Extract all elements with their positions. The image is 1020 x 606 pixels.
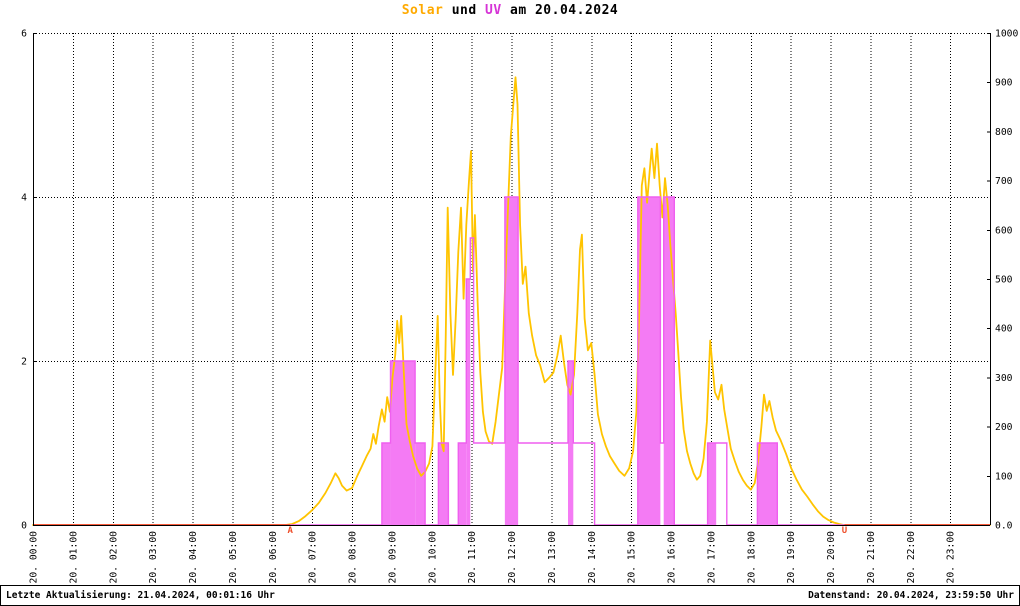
svg-text:20. 03:00: 20. 03:00 [148,531,159,584]
status-bar: Letzte Aktualisierung: 21.04.2024, 00:01… [0,585,1020,606]
svg-text:20. 12:00: 20. 12:00 [507,531,518,584]
svg-text:20. 11:00: 20. 11:00 [467,531,478,584]
title-und: und [443,3,486,18]
svg-text:1000: 1000 [995,29,1018,40]
svg-text:900: 900 [995,78,1013,89]
title-solar: Solar [401,3,444,18]
svg-text:20. 09:00: 20. 09:00 [387,531,398,584]
svg-text:20. 20:00: 20. 20:00 [826,531,837,584]
svg-text:20. 21:00: 20. 21:00 [866,531,877,584]
svg-text:600: 600 [995,225,1013,236]
svg-text:100: 100 [995,471,1013,482]
uv-filled-bars [381,197,778,525]
svg-text:U: U [842,526,847,536]
svg-text:20. 05:00: 20. 05:00 [228,531,239,584]
svg-text:20. 16:00: 20. 16:00 [667,531,678,584]
svg-text:20. 19:00: 20. 19:00 [786,531,797,584]
svg-text:2: 2 [21,357,27,368]
svg-text:20. 00:00: 20. 00:00 [29,531,40,584]
svg-text:0.0: 0.0 [995,521,1013,532]
svg-text:20. 15:00: 20. 15:00 [627,531,638,584]
svg-text:20. 18:00: 20. 18:00 [746,531,757,584]
svg-text:20. 17:00: 20. 17:00 [706,531,717,584]
svg-text:0: 0 [21,521,27,532]
svg-text:20. 23:00: 20. 23:00 [946,531,957,584]
svg-text:6: 6 [21,29,27,40]
svg-text:20. 02:00: 20. 02:00 [108,531,119,584]
last-update-text: Letzte Aktualisierung: 21.04.2024, 00:01… [6,590,275,601]
svg-text:20. 10:00: 20. 10:00 [427,531,438,584]
solar-line [32,76,991,526]
title-uv: UV [485,3,502,18]
svg-text:A: A [287,526,293,536]
x-axis-labels: 20. 00:00 20. 01:00 20. 02:00 20. 03:00 20. … [29,531,957,584]
svg-text:500: 500 [995,275,1013,286]
svg-text:300: 300 [995,373,1013,384]
data-state-text: Datenstand: 20.04.2024, 23:59:50 Uhr [808,590,1014,601]
svg-text:20. 01:00: 20. 01:00 [68,531,79,584]
svg-text:800: 800 [995,127,1013,138]
svg-text:20. 04:00: 20. 04:00 [188,531,199,584]
chart-title: Solar und UV am 20.04.2024 [0,3,1020,18]
axes [33,33,991,526]
right-axis-labels: 1000 900 800 700 600 500 400 300 200 100 0.0 [995,29,1018,532]
svg-text:200: 200 [995,422,1013,433]
left-axis-labels: 6 4 2 0 [21,29,27,532]
svg-text:400: 400 [995,324,1013,335]
svg-text:20. 07:00: 20. 07:00 [308,531,319,584]
svg-text:700: 700 [995,176,1013,187]
svg-text:20. 06:00: 20. 06:00 [268,531,279,584]
chart-canvas: 6 4 2 0 1000 900 800 700 600 500 400 300 200 100 0.0 20… [21,29,1018,584]
title-date: am 20.04.2024 [501,3,619,18]
svg-text:20. 14:00: 20. 14:00 [587,531,598,584]
svg-text:20. 13:00: 20. 13:00 [547,531,558,584]
svg-text:20. 22:00: 20. 22:00 [906,531,917,584]
svg-text:4: 4 [21,193,27,204]
svg-text:20. 08:00: 20. 08:00 [348,531,359,584]
